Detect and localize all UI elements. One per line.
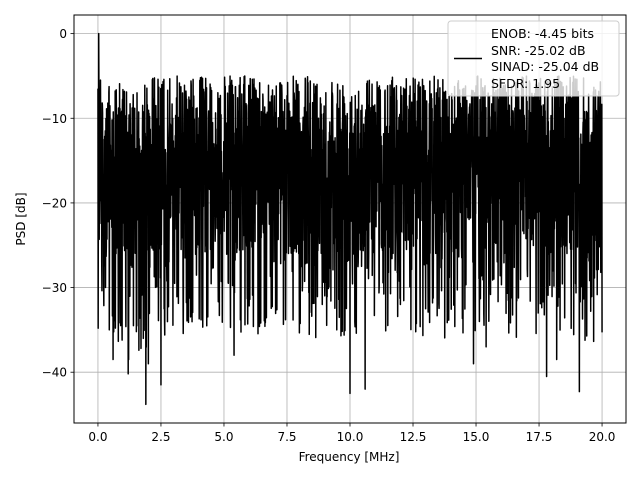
y-tick-label: −20	[42, 196, 67, 210]
x-tick-label: 20.0	[589, 430, 616, 444]
legend-line-snr: SNR: -25.02 dB	[491, 43, 586, 58]
psd-series-line	[97, 32, 603, 406]
y-tick-label: −40	[42, 366, 67, 380]
x-axis-label: Frequency [MHz]	[299, 450, 400, 464]
x-tick-label: 15.0	[463, 430, 490, 444]
legend-line-sfdr: SFDR: 1.95	[491, 76, 560, 91]
x-tick-label: 12.5	[400, 430, 427, 444]
y-axis-label: PSD [dB]	[14, 192, 28, 245]
x-tick-label: 10.0	[337, 430, 364, 444]
series-layer	[97, 32, 603, 406]
x-tick-label: 7.5	[277, 430, 296, 444]
legend-box	[447, 20, 620, 97]
x-tick-label: 0.0	[88, 430, 107, 444]
legend-line-sinad: SINAD: -25.04 dB	[491, 59, 599, 74]
y-axis: 0 −10 −20 −30 −40	[42, 27, 74, 380]
x-axis: 0.0 2.5 5.0 7.5 10.0 12.5 15.0 17.5 20.0	[88, 423, 615, 444]
y-tick-label: 0	[59, 27, 67, 41]
legend: ENOB: -4.45 bits SNR: -25.02 dB SINAD: -…	[447, 20, 620, 97]
y-tick-label: −10	[42, 112, 67, 126]
x-tick-label: 2.5	[151, 430, 170, 444]
x-tick-label: 17.5	[526, 430, 553, 444]
legend-line-enob: ENOB: -4.45 bits	[491, 26, 594, 41]
x-tick-label: 5.0	[214, 430, 233, 444]
y-tick-label: −30	[42, 281, 67, 295]
